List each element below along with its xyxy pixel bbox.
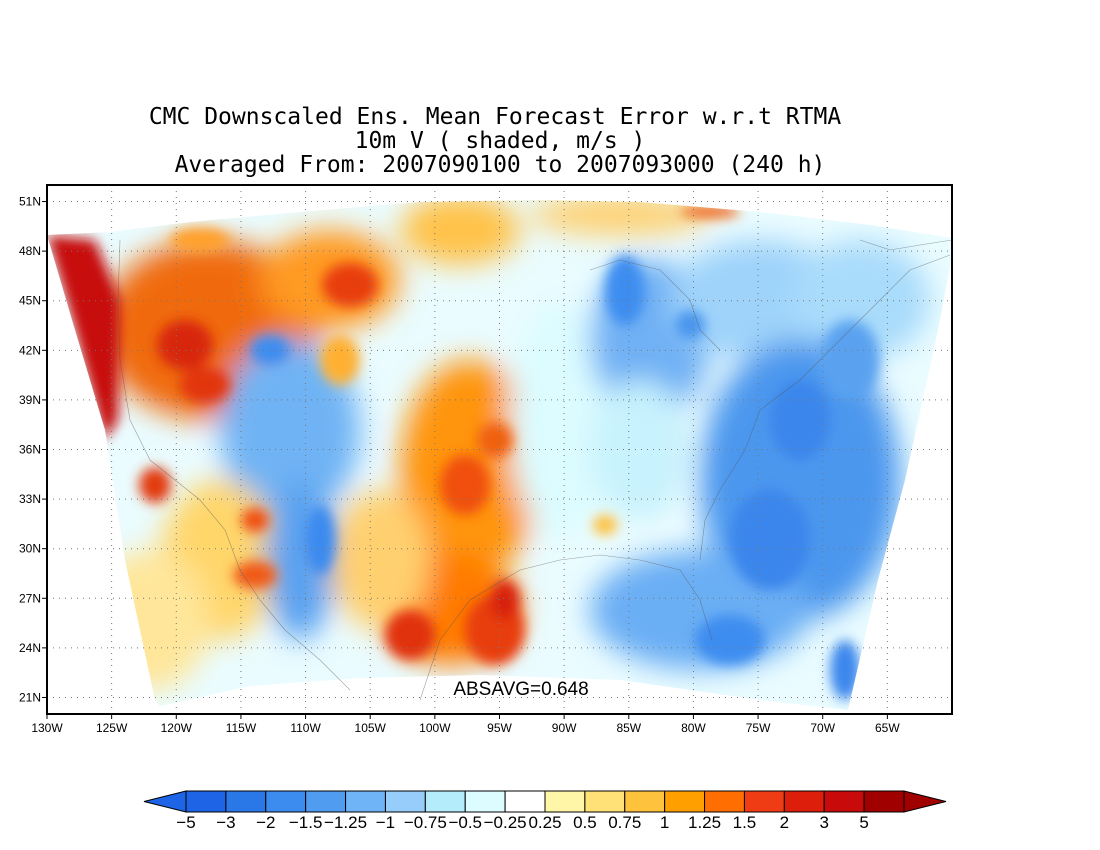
colorbar-swatch bbox=[664, 790, 706, 813]
colorbar-level-label: 2 bbox=[780, 813, 789, 832]
lon-tick-label: 70W bbox=[810, 721, 835, 735]
absavg-annotation: ABSAVG=0.648 bbox=[453, 679, 588, 700]
colorbar-level-label: −1.5 bbox=[289, 813, 323, 832]
colorbar-high-arrow bbox=[903, 790, 947, 813]
colorbar-swatch bbox=[863, 790, 905, 813]
colorbar-swatch bbox=[544, 790, 586, 813]
colorbar-swatch bbox=[185, 790, 227, 813]
lon-tick-label: 120W bbox=[161, 721, 193, 735]
lat-tick-label: 48N bbox=[19, 244, 41, 258]
colorbar-swatch bbox=[624, 790, 666, 813]
lat-tick-label: 21N bbox=[19, 690, 41, 704]
lat-tick-label: 33N bbox=[19, 492, 41, 506]
colorbar-level-label: −0.5 bbox=[448, 813, 482, 832]
lat-tick-label: 24N bbox=[19, 641, 41, 655]
colorbar-swatch bbox=[464, 790, 506, 813]
lon-tick-label: 75W bbox=[746, 721, 771, 735]
lon-tick-label: 95W bbox=[487, 721, 512, 735]
colorbar-level-label: 5 bbox=[859, 813, 868, 832]
colorbar-level-label: 3 bbox=[819, 813, 828, 832]
colorbar-level-label: −1.25 bbox=[324, 813, 367, 832]
colorbar-level-label: −2 bbox=[256, 813, 275, 832]
colorbar-swatch bbox=[345, 790, 386, 813]
colorbar-level-label: −3 bbox=[216, 813, 235, 832]
title-line-1: CMC Downscaled Ens. Mean Forecast Error … bbox=[149, 104, 842, 130]
colorbar-swatch bbox=[783, 790, 825, 813]
title-line-2: 10m V ( shaded, m/s ) bbox=[355, 128, 646, 154]
lon-tick-label: 100W bbox=[419, 721, 451, 735]
colorbar-swatch bbox=[704, 790, 745, 813]
colorbar-swatch bbox=[305, 790, 347, 813]
colorbar-swatch bbox=[225, 790, 267, 813]
colorbar-swatch bbox=[823, 790, 865, 813]
axis-ticks: 130W 125W 120W 115W 110W 105W 100W 95W 90W 85W 80W… bbox=[19, 195, 900, 735]
lat-tick-label: 36N bbox=[19, 443, 41, 457]
lat-tick-label: 39N bbox=[19, 393, 41, 407]
colorbar-level-label: 1.25 bbox=[688, 813, 721, 832]
lon-tick-label: 110W bbox=[290, 721, 321, 735]
lon-tick-label: 125W bbox=[96, 721, 128, 735]
colorbar-level-label: 0.5 bbox=[573, 813, 597, 832]
lon-tick-label: 105W bbox=[355, 721, 387, 735]
colorbar-level-label: −0.25 bbox=[484, 813, 527, 832]
colorbar-level-label: 0.75 bbox=[608, 813, 641, 832]
lat-tick-label: 51N bbox=[19, 195, 41, 209]
colorbar-level-label: 1 bbox=[660, 813, 669, 832]
colorbar-swatch bbox=[743, 790, 785, 813]
colorbar-swatch bbox=[504, 790, 546, 813]
lon-tick-label: 90W bbox=[552, 721, 577, 735]
lon-tick-label: 65W bbox=[875, 721, 900, 735]
colorbar-level-label: −1 bbox=[376, 813, 395, 832]
lat-tick-label: 45N bbox=[19, 294, 41, 308]
map-panel: 130W 125W 120W 115W 110W 105W 100W 95W 90W 85W 80W… bbox=[19, 184, 953, 735]
coastlines bbox=[117, 239, 952, 701]
colorbar-swatch bbox=[265, 790, 307, 813]
lat-tick-label: 27N bbox=[19, 591, 41, 605]
title-line-3: Averaged From: 2007090100 to 2007093000 … bbox=[175, 152, 826, 178]
graticule bbox=[47, 185, 952, 714]
colorbar: −5 −3 −2 −1.5 −1.25 −1 −0.75 −0.5 −0.25 0.25 0.5 0.… bbox=[143, 790, 947, 832]
lon-tick-label: 130W bbox=[31, 721, 63, 735]
colorbar-level-label: −0.75 bbox=[404, 813, 447, 832]
colorbar-level-label: 0.25 bbox=[528, 813, 561, 832]
lat-tick-label: 42N bbox=[19, 343, 41, 357]
colorbar-swatch bbox=[384, 790, 426, 813]
colorbar-low-arrow bbox=[143, 790, 187, 813]
colorbar-swatch bbox=[424, 790, 466, 813]
lon-tick-label: 85W bbox=[616, 721, 641, 735]
colorbar-level-label: −5 bbox=[176, 813, 195, 832]
lon-tick-label: 80W bbox=[681, 721, 706, 735]
lat-tick-label: 30N bbox=[19, 542, 41, 556]
colorbar-swatch bbox=[584, 790, 626, 813]
lon-tick-label: 115W bbox=[226, 721, 257, 735]
colorbar-level-label: 1.5 bbox=[733, 813, 757, 832]
